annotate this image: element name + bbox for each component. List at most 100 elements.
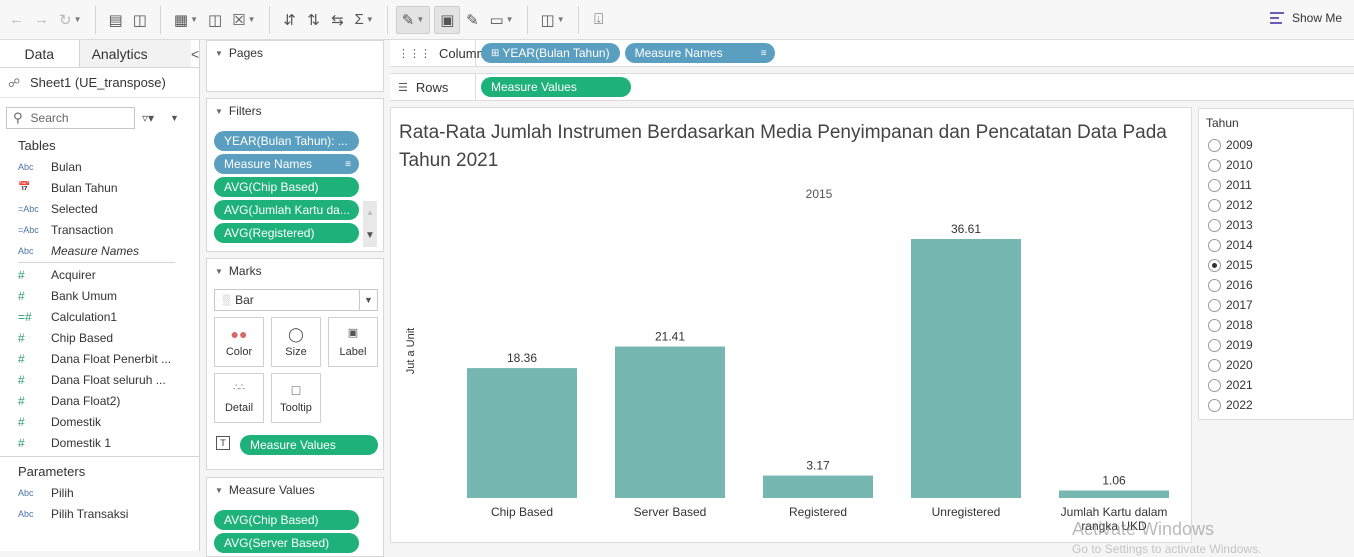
- bar-3[interactable]: [911, 238, 1021, 498]
- field-item[interactable]: # Domestik: [0, 411, 199, 432]
- highlight-icon[interactable]: ✎ ▼: [395, 5, 431, 34]
- marks-pill[interactable]: Measure Values: [240, 435, 378, 455]
- legend-item-2021[interactable]: 2021: [1199, 375, 1353, 395]
- radio-icon[interactable]: [1208, 258, 1221, 272]
- field-item[interactable]: # Dana Float2): [0, 390, 199, 411]
- legend-item-2010[interactable]: 2010: [1199, 155, 1353, 175]
- field-item[interactable]: =Abc Selected: [0, 198, 199, 219]
- column-pill[interactable]: Measure Names ≡: [624, 43, 775, 63]
- legend-item-2012[interactable]: 2012: [1199, 195, 1353, 215]
- field-item[interactable]: # Domestik 1: [0, 432, 199, 453]
- collapse-triangle-icon[interactable]: ▼: [215, 266, 223, 276]
- legend-item-2017[interactable]: 2017: [1199, 295, 1353, 315]
- detail-button[interactable]: ∴∴ Detail: [214, 373, 264, 423]
- filters-scrollbar[interactable]: ▲ ▼: [363, 201, 377, 247]
- columns-shelf[interactable]: ⋮⋮⋮ Columns ⊞ YEAR(Bulan Tahun) Measure Na…: [390, 39, 1354, 67]
- new-datasource-icon[interactable]: ▤: [108, 11, 123, 29]
- radio-icon[interactable]: [1208, 298, 1221, 312]
- radio-icon[interactable]: [1208, 398, 1221, 412]
- legend-item-2011[interactable]: 2011: [1199, 175, 1353, 195]
- label-button[interactable]: ▣ Label: [328, 317, 378, 367]
- presentation-icon[interactable]: ⍗: [594, 11, 604, 28]
- radio-icon[interactable]: [1208, 178, 1221, 192]
- field-item[interactable]: 📅 Bulan Tahun: [0, 177, 199, 198]
- pages-card[interactable]: ▼ Pages: [206, 40, 384, 92]
- legend-item-2016[interactable]: 2016: [1199, 275, 1353, 295]
- filter-pill[interactable]: Measure Names ≡: [214, 154, 359, 174]
- radio-icon[interactable]: [1208, 318, 1221, 332]
- forward-arrow-icon[interactable]: →: [34, 11, 49, 28]
- radio-icon[interactable]: [1208, 378, 1221, 392]
- field-item[interactable]: =# Calculation1: [0, 306, 199, 327]
- field-item[interactable]: Abc Measure Names: [0, 240, 199, 261]
- radio-icon[interactable]: [1208, 138, 1221, 152]
- cards-icon[interactable]: ◫ ▼: [540, 11, 565, 29]
- radio-icon[interactable]: [1208, 338, 1221, 352]
- redo-icon[interactable]: ↻ ▼: [59, 11, 82, 29]
- bar-1[interactable]: [615, 346, 725, 498]
- measure-value-pill[interactable]: AVG(Server Based): [214, 533, 359, 553]
- radio-icon[interactable]: [1208, 198, 1221, 212]
- collapse-triangle-icon[interactable]: ▼: [215, 485, 223, 495]
- filter-icon[interactable]: ▿▾: [142, 111, 155, 125]
- annotate-icon[interactable]: ✎: [466, 11, 479, 29]
- bar-0[interactable]: [467, 368, 577, 498]
- filter-pill[interactable]: YEAR(Bulan Tahun): ...: [214, 131, 359, 151]
- field-item[interactable]: Abc Pilih: [0, 482, 199, 503]
- radio-icon[interactable]: [1208, 158, 1221, 172]
- sort-desc-icon[interactable]: ⇆: [331, 11, 344, 29]
- scroll-up-icon[interactable]: ▲: [366, 208, 374, 217]
- legend-item-2020[interactable]: 2020: [1199, 355, 1353, 375]
- filter-pill[interactable]: AVG(Chip Based): [214, 177, 359, 197]
- field-item[interactable]: # Bank Umum: [0, 285, 199, 306]
- rows-shelf[interactable]: ☰ Rows Measure Values: [390, 73, 1354, 101]
- field-item[interactable]: =Abc Transaction: [0, 219, 199, 240]
- pause-icon[interactable]: ◫: [132, 11, 147, 29]
- tab-analytics[interactable]: Analytics: [79, 40, 191, 67]
- bar-2[interactable]: [763, 475, 873, 498]
- search-input[interactable]: ⚲ Search: [6, 107, 135, 129]
- collapse-triangle-icon[interactable]: ▼: [215, 106, 223, 116]
- field-item[interactable]: # Acquirer: [0, 264, 199, 285]
- duplicate-icon[interactable]: ◫: [207, 11, 223, 29]
- sort-asc-icon[interactable]: ⇅: [307, 11, 320, 29]
- legend-item-2013[interactable]: 2013: [1199, 215, 1353, 235]
- field-item[interactable]: # Dana Float seluruh ...: [0, 369, 199, 390]
- filters-card[interactable]: ▼ Filters YEAR(Bulan Tahun): ... Measure …: [206, 98, 384, 252]
- field-item[interactable]: Abc Bulan: [0, 156, 199, 177]
- collapse-triangle-icon[interactable]: ▼: [215, 48, 223, 58]
- show-me-button[interactable]: Show Me: [1269, 11, 1342, 25]
- radio-icon[interactable]: [1208, 278, 1221, 292]
- tab-data[interactable]: Data: [0, 40, 80, 67]
- back-arrow-icon[interactable]: ←: [9, 11, 24, 28]
- plus-icon[interactable]: ⊞: [491, 47, 500, 59]
- labels-icon[interactable]: ▣: [434, 5, 461, 34]
- filter-pill[interactable]: AVG(Jumlah Kartu da...: [214, 200, 359, 220]
- scroll-down-icon[interactable]: ▼: [365, 230, 375, 241]
- field-item[interactable]: # Chip Based: [0, 327, 199, 348]
- color-button[interactable]: ●● Color: [214, 317, 264, 367]
- mark-type-select[interactable]: ░ Bar ▼: [214, 289, 378, 311]
- legend-item-2022[interactable]: 2022: [1199, 395, 1353, 415]
- fit-icon[interactable]: ▭ ▼: [489, 11, 514, 29]
- chevron-down-icon[interactable]: ▼: [170, 113, 179, 123]
- clear-icon[interactable]: ☒ ▼: [232, 11, 256, 29]
- radio-icon[interactable]: [1208, 358, 1221, 372]
- filter-pill[interactable]: AVG(Registered): [214, 223, 359, 243]
- size-button[interactable]: ◯ Size: [271, 317, 321, 367]
- totals-icon[interactable]: Σ ▼: [354, 11, 374, 28]
- collapse-pane-icon[interactable]: <: [191, 45, 200, 62]
- datasource-item[interactable]: ☍ Sheet1 (UE_transpose): [0, 68, 199, 98]
- measure-value-pill[interactable]: AVG(Chip Based): [214, 510, 359, 530]
- legend-item-2009[interactable]: 2009: [1199, 135, 1353, 155]
- radio-icon[interactable]: [1208, 238, 1221, 252]
- column-pill[interactable]: ⊞ YEAR(Bulan Tahun): [481, 43, 620, 63]
- legend-item-2015[interactable]: 2015: [1199, 255, 1353, 275]
- legend-item-2018[interactable]: 2018: [1199, 315, 1353, 335]
- legend-item-2019[interactable]: 2019: [1199, 335, 1353, 355]
- row-pill[interactable]: Measure Values: [481, 77, 631, 97]
- legend-item-2014[interactable]: 2014: [1199, 235, 1353, 255]
- field-item[interactable]: Abc Pilih Transaksi: [0, 503, 199, 524]
- radio-icon[interactable]: [1208, 218, 1221, 232]
- field-item[interactable]: # Dana Float Penerbit ...: [0, 348, 199, 369]
